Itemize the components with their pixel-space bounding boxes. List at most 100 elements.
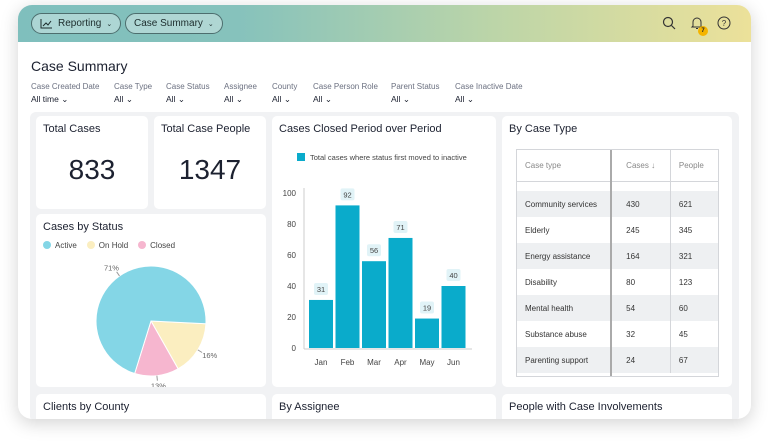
bar-Jun[interactable] bbox=[441, 286, 466, 348]
filter-value[interactable]: All ⌄ bbox=[114, 94, 133, 104]
filter-label: Parent Status bbox=[391, 82, 440, 91]
table-cell: 54 bbox=[626, 303, 636, 313]
data-label-bg bbox=[446, 269, 461, 281]
filter-value[interactable]: All ⌄ bbox=[313, 94, 332, 104]
filter-value[interactable]: All ⌄ bbox=[455, 94, 474, 104]
by-assignee-card: By Assignee bbox=[272, 394, 496, 419]
data-label: 40 bbox=[449, 271, 457, 280]
table-row[interactable]: Elderly 245 345 bbox=[517, 217, 718, 243]
table-row[interactable]: Mental health 54 60 bbox=[517, 295, 718, 321]
legend-on-hold[interactable]: On Hold bbox=[86, 241, 128, 250]
filter-0[interactable]: Case Created Date All time ⌄ bbox=[31, 82, 99, 105]
table-cell: Elderly bbox=[525, 225, 550, 235]
table-cell: 45 bbox=[669, 321, 718, 347]
table-row[interactable]: Community services 430 621 bbox=[517, 191, 718, 217]
cases-closed-card: Cases Closed Period over Period Total ca… bbox=[272, 116, 496, 387]
column-header[interactable]: Cases ↓ bbox=[626, 160, 656, 170]
cases-by-status-card: Cases by Status Active On Hold Closed 16… bbox=[36, 214, 266, 387]
data-label-bg bbox=[420, 301, 434, 314]
table-cell: 321 bbox=[669, 243, 718, 269]
chevron-down-icon: ⌄ bbox=[177, 94, 185, 104]
x-tick-label: Apr bbox=[394, 358, 407, 367]
data-label-bg bbox=[367, 244, 381, 257]
page-title: Case Summary bbox=[31, 58, 128, 74]
table-cell: 24 bbox=[626, 355, 636, 365]
chevron-down-icon: ⌄ bbox=[106, 20, 113, 28]
legend-active[interactable]: Active bbox=[43, 241, 77, 250]
legend-closed[interactable]: Closed bbox=[138, 241, 175, 250]
filter-4[interactable]: County All ⌄ bbox=[272, 82, 297, 105]
bar-Mar[interactable] bbox=[362, 261, 386, 348]
data-label-bg bbox=[393, 220, 408, 233]
table-cell: Community services bbox=[525, 199, 598, 209]
filter-label: County bbox=[272, 82, 298, 91]
table-cell: 67 bbox=[669, 347, 718, 373]
app-window: Reporting ⌄ Case Summary ⌄ 7 ? Case Summar… bbox=[18, 5, 751, 419]
label-leader bbox=[156, 375, 158, 381]
bar-Feb[interactable] bbox=[335, 205, 360, 348]
table-cell: 430 bbox=[626, 199, 640, 209]
data-label: 92 bbox=[343, 190, 351, 199]
reporting-label: Reporting bbox=[58, 18, 102, 29]
case-summary-label: Case Summary bbox=[134, 18, 203, 29]
label-leader bbox=[116, 271, 120, 277]
y-tick-label: 80 bbox=[287, 220, 296, 229]
chevron-down-icon: ⌄ bbox=[61, 94, 69, 104]
filter-value[interactable]: All ⌄ bbox=[272, 94, 291, 104]
filter-label: Case Created Date bbox=[31, 82, 100, 91]
chevron-down-icon: ⌄ bbox=[125, 94, 133, 104]
filter-5[interactable]: Case Person Role All ⌄ bbox=[313, 82, 378, 105]
column-header[interactable]: Case type bbox=[525, 160, 562, 170]
filter-label: Assignee bbox=[224, 82, 257, 91]
bar-legend[interactable]: Total cases where status first moved to … bbox=[297, 153, 467, 162]
reporting-nav-button[interactable]: Reporting ⌄ bbox=[31, 13, 122, 34]
pie-percent-label: 16% bbox=[202, 351, 217, 360]
top-bar: Reporting ⌄ Case Summary ⌄ 7 ? bbox=[18, 5, 751, 42]
card-title: Total Cases bbox=[43, 123, 101, 135]
table-row[interactable]: Substance abuse 32 45 bbox=[517, 321, 718, 347]
bar-Jan[interactable] bbox=[309, 299, 333, 348]
filter-value[interactable]: All time ⌄ bbox=[31, 94, 69, 104]
filter-value[interactable]: All ⌄ bbox=[224, 94, 243, 104]
chevron-down-icon: ⌄ bbox=[207, 20, 214, 28]
filter-6[interactable]: Parent Status All ⌄ bbox=[391, 82, 439, 105]
bar-May[interactable] bbox=[415, 318, 439, 348]
table-cell: 123 bbox=[669, 269, 718, 295]
card-title: Cases by Status bbox=[43, 221, 124, 233]
help-icon[interactable]: ? bbox=[716, 15, 732, 31]
table-cell: 32 bbox=[626, 329, 636, 339]
filter-label: Case Person Role bbox=[313, 82, 378, 91]
bar-Apr[interactable] bbox=[388, 237, 413, 348]
case-summary-nav-button[interactable]: Case Summary ⌄ bbox=[125, 13, 223, 34]
pie-chart: 16% 13% 71% bbox=[95, 264, 218, 387]
filter-label: Case Status bbox=[166, 82, 210, 91]
table-row[interactable]: Parenting support 24 67 bbox=[517, 347, 718, 373]
filter-1[interactable]: Case Type All ⌄ bbox=[114, 82, 152, 105]
card-title: By Case Type bbox=[509, 123, 578, 135]
pie-percent-label: 13% bbox=[151, 382, 166, 387]
data-label: 31 bbox=[317, 285, 325, 294]
table-row[interactable]: Energy assistance 164 321 bbox=[517, 243, 718, 269]
filter-7[interactable]: Case Inactive Date All ⌄ bbox=[455, 82, 523, 105]
dashboard-area: Total Cases 833 Total Case People 1347 C… bbox=[30, 112, 739, 419]
svg-text:?: ? bbox=[722, 19, 727, 28]
y-tick-label: 100 bbox=[283, 189, 297, 198]
filter-2[interactable]: Case Status All ⌄ bbox=[166, 82, 210, 105]
y-tick-label: 40 bbox=[287, 282, 296, 291]
table-row[interactable]: Disability 80 123 bbox=[517, 269, 718, 295]
card-title: Cases Closed Period over Period bbox=[279, 123, 442, 135]
table-cell: 164 bbox=[626, 251, 640, 261]
chart-line-icon bbox=[40, 19, 52, 29]
chevron-down-icon: ⌄ bbox=[466, 94, 474, 104]
filter-3[interactable]: Assignee All ⌄ bbox=[224, 82, 257, 105]
table-cell: 245 bbox=[626, 225, 640, 235]
search-icon[interactable] bbox=[661, 15, 677, 31]
sort-down-icon[interactable]: ↓ bbox=[651, 160, 656, 170]
notification-badge: 7 bbox=[698, 26, 708, 36]
pie-slice-on-hold[interactable] bbox=[150, 320, 207, 370]
filter-value[interactable]: All ⌄ bbox=[391, 94, 410, 104]
data-label-bg bbox=[340, 188, 355, 201]
y-tick-label: 60 bbox=[287, 251, 296, 260]
column-header[interactable]: People bbox=[669, 150, 718, 181]
filter-value[interactable]: All ⌄ bbox=[166, 94, 185, 104]
